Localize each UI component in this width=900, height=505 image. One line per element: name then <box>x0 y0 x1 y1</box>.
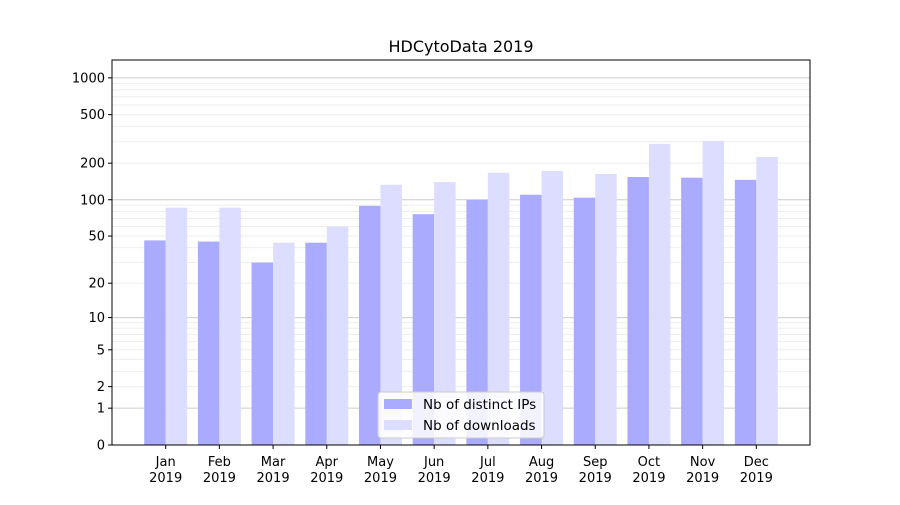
legend: Nb of distinct IPs Nb of downloads <box>377 391 545 439</box>
x-tick-label: Oct 2019 <box>632 455 665 486</box>
bar-downloads <box>165 207 188 445</box>
y-tick-label: 50 <box>88 230 105 245</box>
bar-distinct-ips <box>520 194 542 445</box>
x-tick-label: Jun 2019 <box>418 455 451 486</box>
bar-distinct-ips <box>734 179 757 445</box>
y-tick-label: 0 <box>97 439 105 454</box>
y-tick-label: 2 <box>97 380 105 395</box>
bar-distinct-ips <box>197 241 220 445</box>
x-tick-label: Feb 2019 <box>203 455 236 486</box>
bar-distinct-ips <box>573 197 596 445</box>
y-tick-label: 500 <box>80 108 105 123</box>
bar-distinct-ips <box>358 205 381 445</box>
bar-downloads <box>380 184 402 445</box>
bar-distinct-ips <box>251 262 274 445</box>
bar-distinct-ips <box>627 176 649 445</box>
bar-distinct-ips <box>466 199 488 445</box>
y-tick-label: 200 <box>80 157 105 172</box>
x-tick-label: Mar 2019 <box>257 455 290 486</box>
legend-label-ips: Nb of distinct IPs <box>423 397 536 413</box>
plot-frame <box>111 59 811 446</box>
y-tick-label: 10 <box>88 311 105 326</box>
legend-swatch-ips <box>384 399 412 409</box>
bar-downloads <box>487 172 510 445</box>
y-axis: 0 1 2 5 10 20 50 100 200 500 1000 <box>72 71 112 454</box>
bar-distinct-ips <box>681 177 703 446</box>
bar-distinct-ips <box>412 214 435 445</box>
y-tick-label: 20 <box>88 277 105 292</box>
bar-downloads <box>648 143 671 445</box>
bar-downloads <box>595 173 617 445</box>
y-tick-label: 1000 <box>72 71 105 86</box>
x-tick-label: Dec 2019 <box>740 455 773 486</box>
x-tick-label: Aug 2019 <box>525 455 558 486</box>
legend-swatch-downloads <box>384 420 412 430</box>
bar-distinct-ips <box>144 240 166 445</box>
y-tick-label: 5 <box>97 343 105 358</box>
y-tick-label: 1 <box>97 402 105 417</box>
y-tick-label: 100 <box>80 193 105 208</box>
bars <box>144 140 778 446</box>
bar-distinct-ips <box>305 242 327 445</box>
bar-downloads <box>541 170 564 445</box>
x-tick-label: May 2019 <box>364 455 397 486</box>
chart-title: HDCytoData 2019 <box>388 37 533 56</box>
x-tick-label: Jan 2019 <box>149 455 182 486</box>
x-axis: Jan 2019 Feb 2019 Mar 2019 Apr 2019 May 2019 Jun 20… <box>149 445 773 486</box>
bar-downloads <box>756 156 778 445</box>
x-tick-label: Sep 2019 <box>579 455 612 486</box>
bar-downloads <box>326 226 349 445</box>
legend-box <box>377 391 545 439</box>
x-tick-label: Apr 2019 <box>310 455 343 486</box>
bar-downloads <box>434 182 456 445</box>
legend-label-downloads: Nb of downloads <box>423 418 536 434</box>
x-tick-label: Nov 2019 <box>686 455 719 486</box>
bar-downloads <box>219 207 241 445</box>
bar-downloads <box>273 242 295 445</box>
x-tick-label: Jul 2019 <box>471 455 504 486</box>
bar-downloads <box>702 140 725 445</box>
